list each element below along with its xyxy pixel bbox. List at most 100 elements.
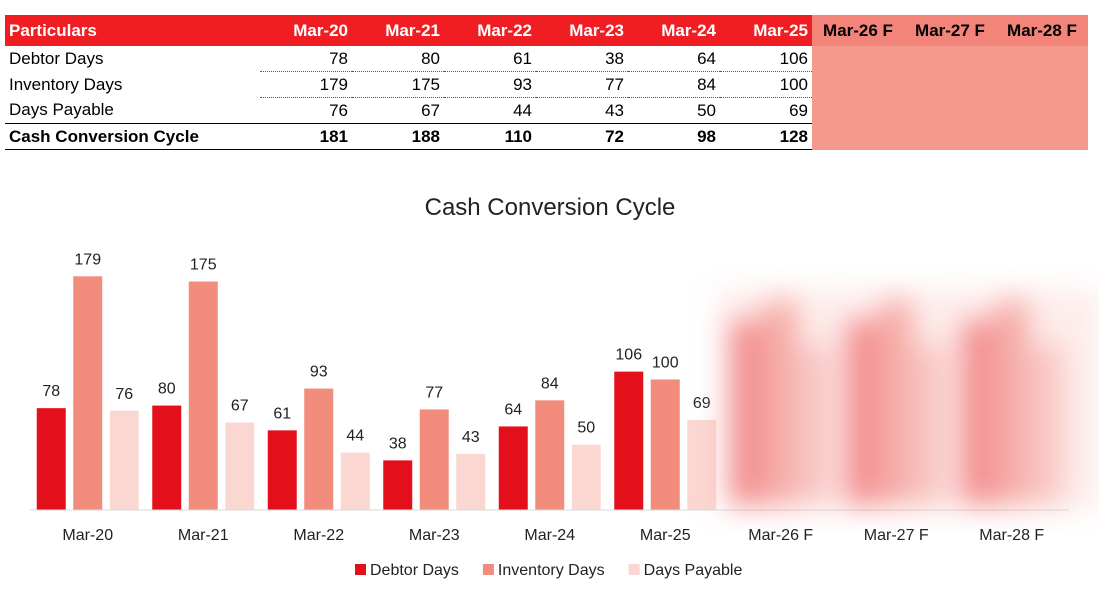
table-cell: 76 [329, 100, 348, 120]
legend-item: Inventory Days [482, 562, 605, 579]
bar-value-label: 175 [190, 257, 217, 274]
table-cell-obscured [904, 123, 996, 150]
table-row: Days Payable 76 67 44 43 50 69 [5, 97, 1088, 124]
category-label: Mar-28 F [979, 527, 1044, 544]
bar-value-label: 50 [577, 420, 595, 437]
legend-label: Inventory Days [498, 562, 605, 579]
row-label: Debtor Days [9, 48, 104, 68]
bar-value-label: 84 [541, 375, 559, 392]
bar [535, 400, 565, 510]
bar-value-label: 93 [310, 364, 328, 381]
table-cell: 93 [444, 71, 536, 98]
legend-swatch [628, 564, 640, 575]
table-cell-obscured [996, 123, 1088, 150]
bar-value-label: 44 [346, 428, 364, 445]
bar [650, 379, 680, 510]
bar [36, 408, 66, 510]
bar-value-label: 100 [652, 354, 679, 371]
category-label: Mar-23 [409, 527, 460, 544]
legend-swatch [482, 564, 494, 575]
bar-value-label: 76 [115, 386, 133, 403]
table-cell: 44 [513, 100, 532, 120]
table-cell: 181 [260, 123, 352, 150]
category-label: Mar-22 [293, 527, 344, 544]
bar-value-label: 64 [504, 401, 522, 418]
bar-value-label: 67 [231, 398, 249, 415]
table-cell-obscured [904, 97, 996, 124]
table-cell-obscured [812, 71, 904, 98]
bar [188, 281, 218, 510]
bar-value-label: 179 [74, 251, 101, 268]
table-cell: 179 [260, 71, 352, 98]
table-cell: 106 [720, 46, 812, 72]
table-row: Cash Conversion Cycle 181 188 110 72 98 128 [5, 123, 1088, 150]
bar [267, 430, 297, 510]
bar-value-label: 78 [42, 383, 60, 400]
bar [456, 453, 486, 510]
bar [419, 409, 449, 510]
table-cell: 175 [352, 71, 444, 98]
table-cell: 38 [536, 46, 628, 72]
header-col: Mar-22 [444, 15, 536, 46]
table-cell: 110 [444, 123, 536, 150]
table-cell: 128 [720, 123, 812, 150]
legend-item: Debtor Days [355, 562, 459, 579]
bar-value-label: 61 [273, 405, 291, 422]
legend-swatch [355, 564, 366, 575]
category-label: Mar-21 [178, 527, 229, 544]
table-header-row: Particulars Mar-20 Mar-21 Mar-22 Mar-23 … [5, 15, 1088, 46]
cash-conversion-chart: Cash Conversion Cycle 78 179 76 80 175 67 61 93… [30, 194, 1099, 579]
bar-value-label: 106 [615, 347, 642, 364]
header-col-forecast: Mar-27 F [904, 15, 996, 46]
category-label: Mar-20 [62, 527, 113, 544]
bar-value-label: 77 [425, 384, 443, 401]
table-cell: 72 [536, 123, 628, 150]
table-cell: 50 [697, 100, 716, 120]
legend-item: Days Payable [628, 562, 743, 579]
category-label: Mar-27 F [864, 527, 929, 544]
bar [687, 419, 717, 510]
header-col: Mar-20 [260, 15, 352, 46]
table-cell: 67 [421, 100, 440, 120]
row-label: Cash Conversion Cycle [5, 123, 260, 150]
bar [109, 410, 139, 510]
legend-label: Days Payable [644, 562, 743, 579]
bar-value-label: 80 [158, 381, 176, 398]
table-cell-obscured [996, 97, 1088, 124]
table-cell: 80 [352, 46, 444, 72]
header-col-forecast: Mar-26 F [812, 15, 904, 46]
category-label: Mar-24 [524, 527, 575, 544]
header-particulars: Particulars [5, 15, 260, 46]
chart-title: Cash Conversion Cycle [425, 194, 676, 221]
table-cell: 84 [628, 71, 720, 98]
bar [73, 276, 103, 510]
table-cell: 188 [352, 123, 444, 150]
table-row: Debtor Days 78 80 61 38 64 106 [5, 46, 1088, 72]
table-cell: 98 [628, 123, 720, 150]
bar [225, 422, 255, 510]
bar [383, 460, 413, 510]
header-col: Mar-25 [720, 15, 812, 46]
table-cell: 61 [444, 46, 536, 72]
bar [152, 405, 182, 510]
bar [614, 371, 644, 510]
bar-value-label: 69 [693, 395, 711, 412]
row-label: Inventory Days [9, 74, 123, 94]
table-cell: 78 [260, 46, 352, 72]
table-cell-obscured [904, 71, 996, 98]
table-cell-obscured [996, 46, 1088, 72]
bar [304, 388, 334, 510]
table-cell-obscured [812, 46, 904, 72]
header-col: Mar-21 [352, 15, 444, 46]
row-label: Days Payable [9, 100, 114, 120]
table-cell: 100 [720, 71, 812, 98]
table-cell-obscured [904, 46, 996, 72]
table-cell: 77 [536, 71, 628, 98]
table-cell-obscured [812, 97, 904, 124]
obscured-forecast-bars [718, 290, 1099, 510]
header-col: Mar-23 [536, 15, 628, 46]
header-col-forecast: Mar-28 F [996, 15, 1088, 46]
table-cell: 69 [789, 100, 808, 120]
category-label: Mar-25 [640, 527, 691, 544]
bar-value-label: 38 [389, 435, 407, 452]
